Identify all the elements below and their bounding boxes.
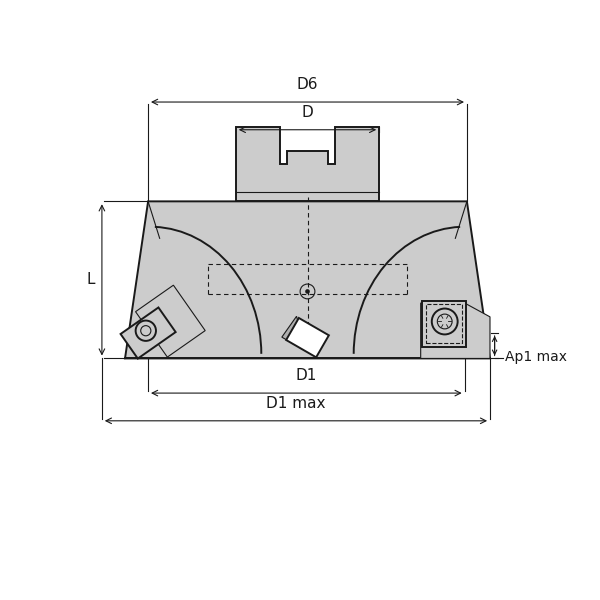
- Text: D: D: [302, 104, 313, 119]
- Circle shape: [305, 289, 310, 294]
- Polygon shape: [236, 127, 379, 202]
- Polygon shape: [121, 307, 176, 359]
- Text: D1 max: D1 max: [266, 395, 326, 410]
- Polygon shape: [125, 202, 490, 358]
- Text: D1: D1: [296, 368, 317, 383]
- Text: L: L: [86, 272, 95, 287]
- Text: Ap1 max: Ap1 max: [505, 350, 567, 364]
- Polygon shape: [282, 316, 306, 351]
- Polygon shape: [286, 318, 329, 358]
- Polygon shape: [421, 303, 490, 358]
- Polygon shape: [136, 285, 205, 357]
- Text: D6: D6: [297, 77, 318, 92]
- Polygon shape: [422, 301, 466, 347]
